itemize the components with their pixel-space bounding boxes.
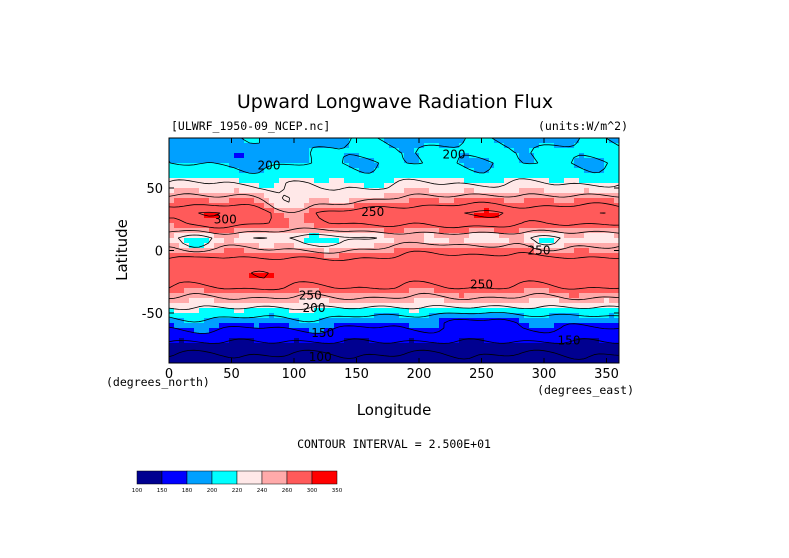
legend-level-label: 220 <box>232 488 243 494</box>
x-axis-label: Longitude <box>357 401 432 419</box>
x-tick-label: 200 <box>407 367 432 382</box>
x-tick-label: 50 <box>223 367 240 382</box>
dataset-label: [ULWRF_1950-09_NCEP.nc] <box>171 119 330 133</box>
contour-interval-label: CONTOUR INTERVAL = 2.500E+01 <box>297 437 491 451</box>
contour-line <box>169 178 619 310</box>
contour-line <box>169 338 619 344</box>
y-tick-label: 0 <box>155 245 163 260</box>
legend-swatch <box>311 470 338 485</box>
contour-line <box>198 210 606 279</box>
contour-lines <box>169 138 619 360</box>
contour-value-label: 300 <box>214 212 237 226</box>
contour-line <box>169 318 619 334</box>
legend-level-label: 300 <box>307 488 318 494</box>
legend-swatch <box>261 470 288 485</box>
legend-swatch <box>211 470 238 485</box>
x-axis-ticks: 0 50 100 150 200 250 300 350 <box>165 138 619 382</box>
legend-level-label: 260 <box>282 488 293 494</box>
flux-color-field <box>169 138 619 363</box>
legend-swatch <box>186 470 213 485</box>
contour-value-label: 250 <box>299 289 322 303</box>
contour-value-label: 250 <box>528 244 551 258</box>
contour-value-label: 250 <box>361 205 384 219</box>
x-tick-label: 150 <box>344 367 369 382</box>
legend-swatch <box>136 470 163 485</box>
contour-line <box>169 201 619 291</box>
legend-level-label: 180 <box>182 488 193 494</box>
x-tick-label: 350 <box>594 367 619 382</box>
contour-line <box>169 138 619 323</box>
legend-swatch <box>286 470 313 485</box>
y-tick-label: -50 <box>142 307 163 322</box>
legend-swatch <box>236 470 263 485</box>
contour-value-label: 200 <box>303 301 326 315</box>
legend-level-label: 100 <box>132 488 143 494</box>
y-unit-label: (degrees_north) <box>106 375 210 389</box>
contour-value-label: 250 <box>470 277 493 291</box>
legend-level-label: 150 <box>157 488 168 494</box>
y-axis-ticks: -50 0 50 <box>142 182 619 322</box>
color-legend: 100 150 180 200 220 240 260 300 350 <box>132 470 343 494</box>
contour-value-label: 100 <box>309 350 332 364</box>
x-tick-label: 250 <box>469 367 494 382</box>
contour-line <box>169 349 619 360</box>
contour-value-label: 200 <box>443 147 466 161</box>
legend-level-label: 200 <box>207 488 218 494</box>
y-axis-label: Latitude <box>113 219 131 281</box>
chart-title: Upward Longwave Radiation Flux <box>237 91 553 113</box>
x-tick-label: 300 <box>532 367 557 382</box>
contour-value-label: 200 <box>258 159 281 173</box>
contour-line <box>169 193 619 301</box>
legend-swatch <box>161 470 188 485</box>
contour-value-label: 150 <box>558 334 581 348</box>
contour-value-label: 150 <box>311 326 334 340</box>
legend-level-label: 350 <box>332 488 343 494</box>
x-tick-label: 0 <box>165 367 173 382</box>
y-tick-label: 50 <box>146 182 163 197</box>
legend-level-label: 240 <box>257 488 268 494</box>
x-tick-label: 100 <box>282 367 307 382</box>
units-label: (units:W/m^2) <box>538 119 628 133</box>
x-unit-label: (degrees_east) <box>537 383 634 397</box>
